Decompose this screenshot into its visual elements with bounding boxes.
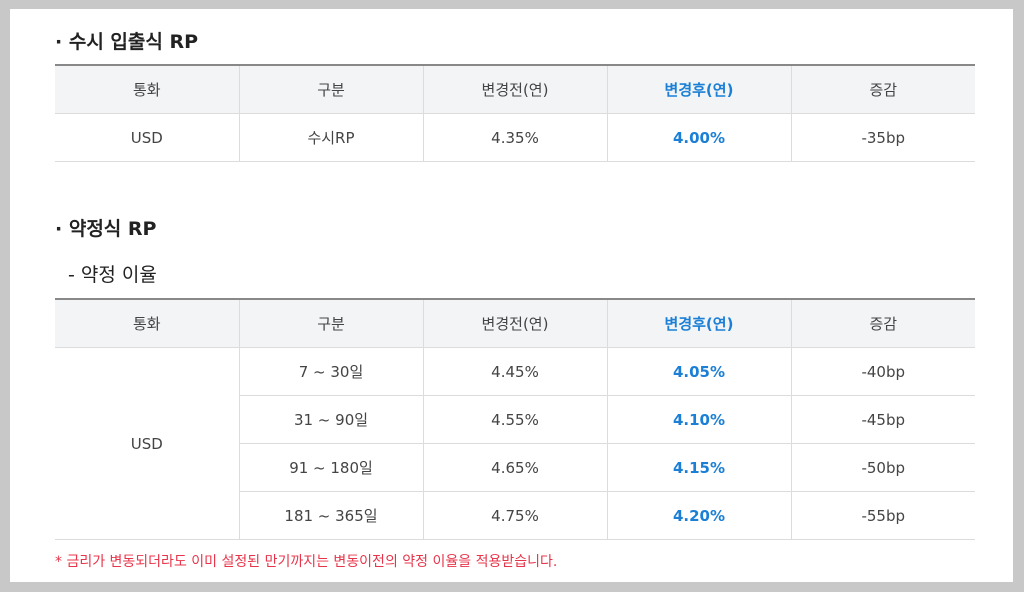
cell-before: 4.55%: [422, 395, 607, 444]
cell-after: 4.15%: [606, 443, 791, 492]
header-before: 변경전(연): [422, 299, 607, 348]
header-after: 변경후(연): [606, 299, 791, 348]
table-header-row: 통화 구분 변경전(연) 변경후(연) 증감: [55, 65, 975, 114]
header-change: 증감: [790, 65, 975, 114]
table-row: 181 ~ 365일 4.75% 4.20% -55bp: [55, 491, 975, 540]
cell-period: 31 ~ 90일: [238, 395, 423, 444]
cell-change: -55bp: [790, 491, 975, 540]
content-panel: · 수시 입출식 RP 통화 구분 변경전(연) 변경후(연) 증감 USD 수…: [10, 9, 1013, 582]
cell-before: 4.35%: [422, 113, 607, 162]
header-after: 변경후(연): [606, 65, 791, 114]
cell-before: 4.75%: [422, 491, 607, 540]
term-rp-table: 통화 구분 변경전(연) 변경후(연) 증감 USD 7 ~ 30일 4.45%…: [55, 298, 975, 540]
cell-after: 4.05%: [606, 347, 791, 396]
cell-after: 4.10%: [606, 395, 791, 444]
footnote: * 금리가 변동되더라도 이미 설정된 만기까지는 변동이전의 약정 이율을 적…: [55, 554, 558, 570]
cell-period: 181 ~ 365일: [238, 491, 423, 540]
section-title-term-rp: · 약정식 RP: [55, 218, 157, 240]
cell-type: 수시RP: [238, 113, 423, 162]
table-header-row: 통화 구분 변경전(연) 변경후(연) 증감: [55, 299, 975, 348]
section-title-demand-rp: · 수시 입출식 RP: [55, 31, 199, 53]
table-row: 31 ~ 90일 4.55% 4.10% -45bp: [55, 395, 975, 444]
cell-before: 4.45%: [422, 347, 607, 396]
table-row: USD 7 ~ 30일 4.45% 4.05% -40bp: [55, 347, 975, 540]
cell-period: 91 ~ 180일: [238, 443, 423, 492]
subtitle-term-rate: - 약정 이율: [68, 264, 157, 286]
header-currency: 통화: [55, 65, 239, 114]
demand-rp-table: 통화 구분 변경전(연) 변경후(연) 증감 USD 수시RP 4.35% 4.…: [55, 64, 975, 162]
cell-before: 4.65%: [422, 443, 607, 492]
cell-change: -35bp: [790, 113, 975, 162]
cell-after: 4.20%: [606, 491, 791, 540]
header-currency: 통화: [55, 299, 239, 348]
header-change: 증감: [790, 299, 975, 348]
header-type: 구분: [238, 299, 423, 348]
cell-currency: USD: [55, 347, 239, 540]
header-type: 구분: [238, 65, 423, 114]
cell-currency: USD: [55, 113, 239, 162]
table-row: 91 ~ 180일 4.65% 4.15% -50bp: [55, 443, 975, 492]
cell-after: 4.00%: [606, 113, 791, 162]
cell-change: -50bp: [790, 443, 975, 492]
header-before: 변경전(연): [422, 65, 607, 114]
cell-change: -45bp: [790, 395, 975, 444]
cell-change: -40bp: [790, 347, 975, 396]
table-row: USD 수시RP 4.35% 4.00% -35bp: [55, 113, 975, 162]
cell-period: 7 ~ 30일: [238, 347, 423, 396]
